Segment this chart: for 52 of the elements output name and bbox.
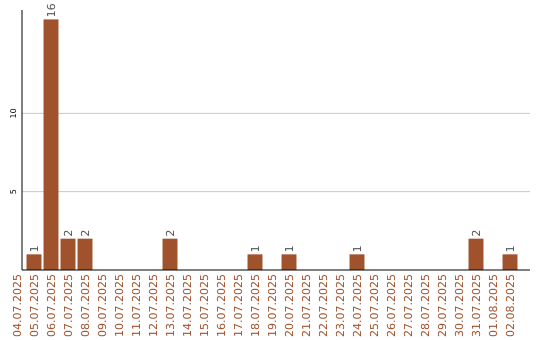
data-label: 2 — [470, 230, 483, 237]
x-tick-label: 09.07.2025 — [96, 274, 109, 337]
x-tick-label: 05.07.2025 — [28, 274, 41, 337]
x-tick-label: 11.07.2025 — [130, 274, 143, 337]
y-tick-label: 5 — [9, 189, 18, 194]
x-tick-label: 15.07.2025 — [198, 274, 211, 337]
x-tick-label: 13.07.2025 — [164, 274, 177, 337]
x-tick-label: 01.08.2025 — [487, 274, 500, 337]
bar — [502, 254, 518, 270]
x-tick-label: 07.07.2025 — [62, 274, 75, 337]
x-tick-label: 20.07.2025 — [283, 274, 296, 337]
bar — [350, 254, 364, 270]
data-label: 16 — [45, 3, 58, 18]
x-tick-label: 31.07.2025 — [470, 274, 483, 337]
x-tick-label: 27.07.2025 — [402, 274, 415, 337]
x-tick-label: 10.07.2025 — [113, 274, 126, 337]
data-label: 1 — [351, 245, 364, 252]
x-tick-label: 28.07.2025 — [419, 274, 432, 337]
x-tick-label: 26.07.2025 — [385, 274, 398, 337]
bar — [282, 254, 296, 270]
bar — [468, 238, 484, 270]
x-tick-label: 14.07.2025 — [181, 274, 194, 337]
data-label: 1 — [504, 245, 517, 252]
x-tick-label: 08.07.2025 — [79, 274, 92, 337]
x-tick-label: 25.07.2025 — [368, 274, 381, 337]
x-tick-label: 22.07.2025 — [317, 274, 330, 337]
bar — [248, 254, 262, 270]
data-label: 2 — [62, 230, 75, 237]
data-label: 1 — [28, 245, 41, 252]
x-tick-label: 06.07.2025 — [45, 274, 58, 337]
x-tick-label: 18.07.2025 — [249, 274, 262, 337]
data-label: 2 — [79, 230, 92, 237]
data-label: 2 — [164, 230, 177, 237]
x-tick-label: 29.07.2025 — [436, 274, 449, 337]
data-label: 1 — [283, 245, 296, 252]
x-tick-label: 21.07.2025 — [300, 274, 313, 337]
x-tick-label: 19.07.2025 — [266, 274, 279, 337]
x-tick-label: 23.07.2025 — [334, 274, 347, 337]
bar — [26, 254, 42, 270]
bar — [78, 238, 92, 270]
x-tick-label: 24.07.2025 — [351, 274, 364, 337]
data-label: 1 — [249, 245, 262, 252]
x-tick-label: 16.07.2025 — [215, 274, 228, 337]
x-tick-label: 17.07.2025 — [232, 274, 245, 337]
y-tick-label: 10 — [9, 108, 18, 118]
bar — [44, 19, 58, 270]
x-tick-label: 04.07.2025 — [11, 274, 24, 337]
bar — [60, 238, 76, 270]
x-tick-label: 02.08.2025 — [504, 274, 517, 337]
x-tick-label: 30.07.2025 — [453, 274, 466, 337]
x-tick-label: 12.07.2025 — [147, 274, 160, 337]
bar — [162, 238, 178, 270]
